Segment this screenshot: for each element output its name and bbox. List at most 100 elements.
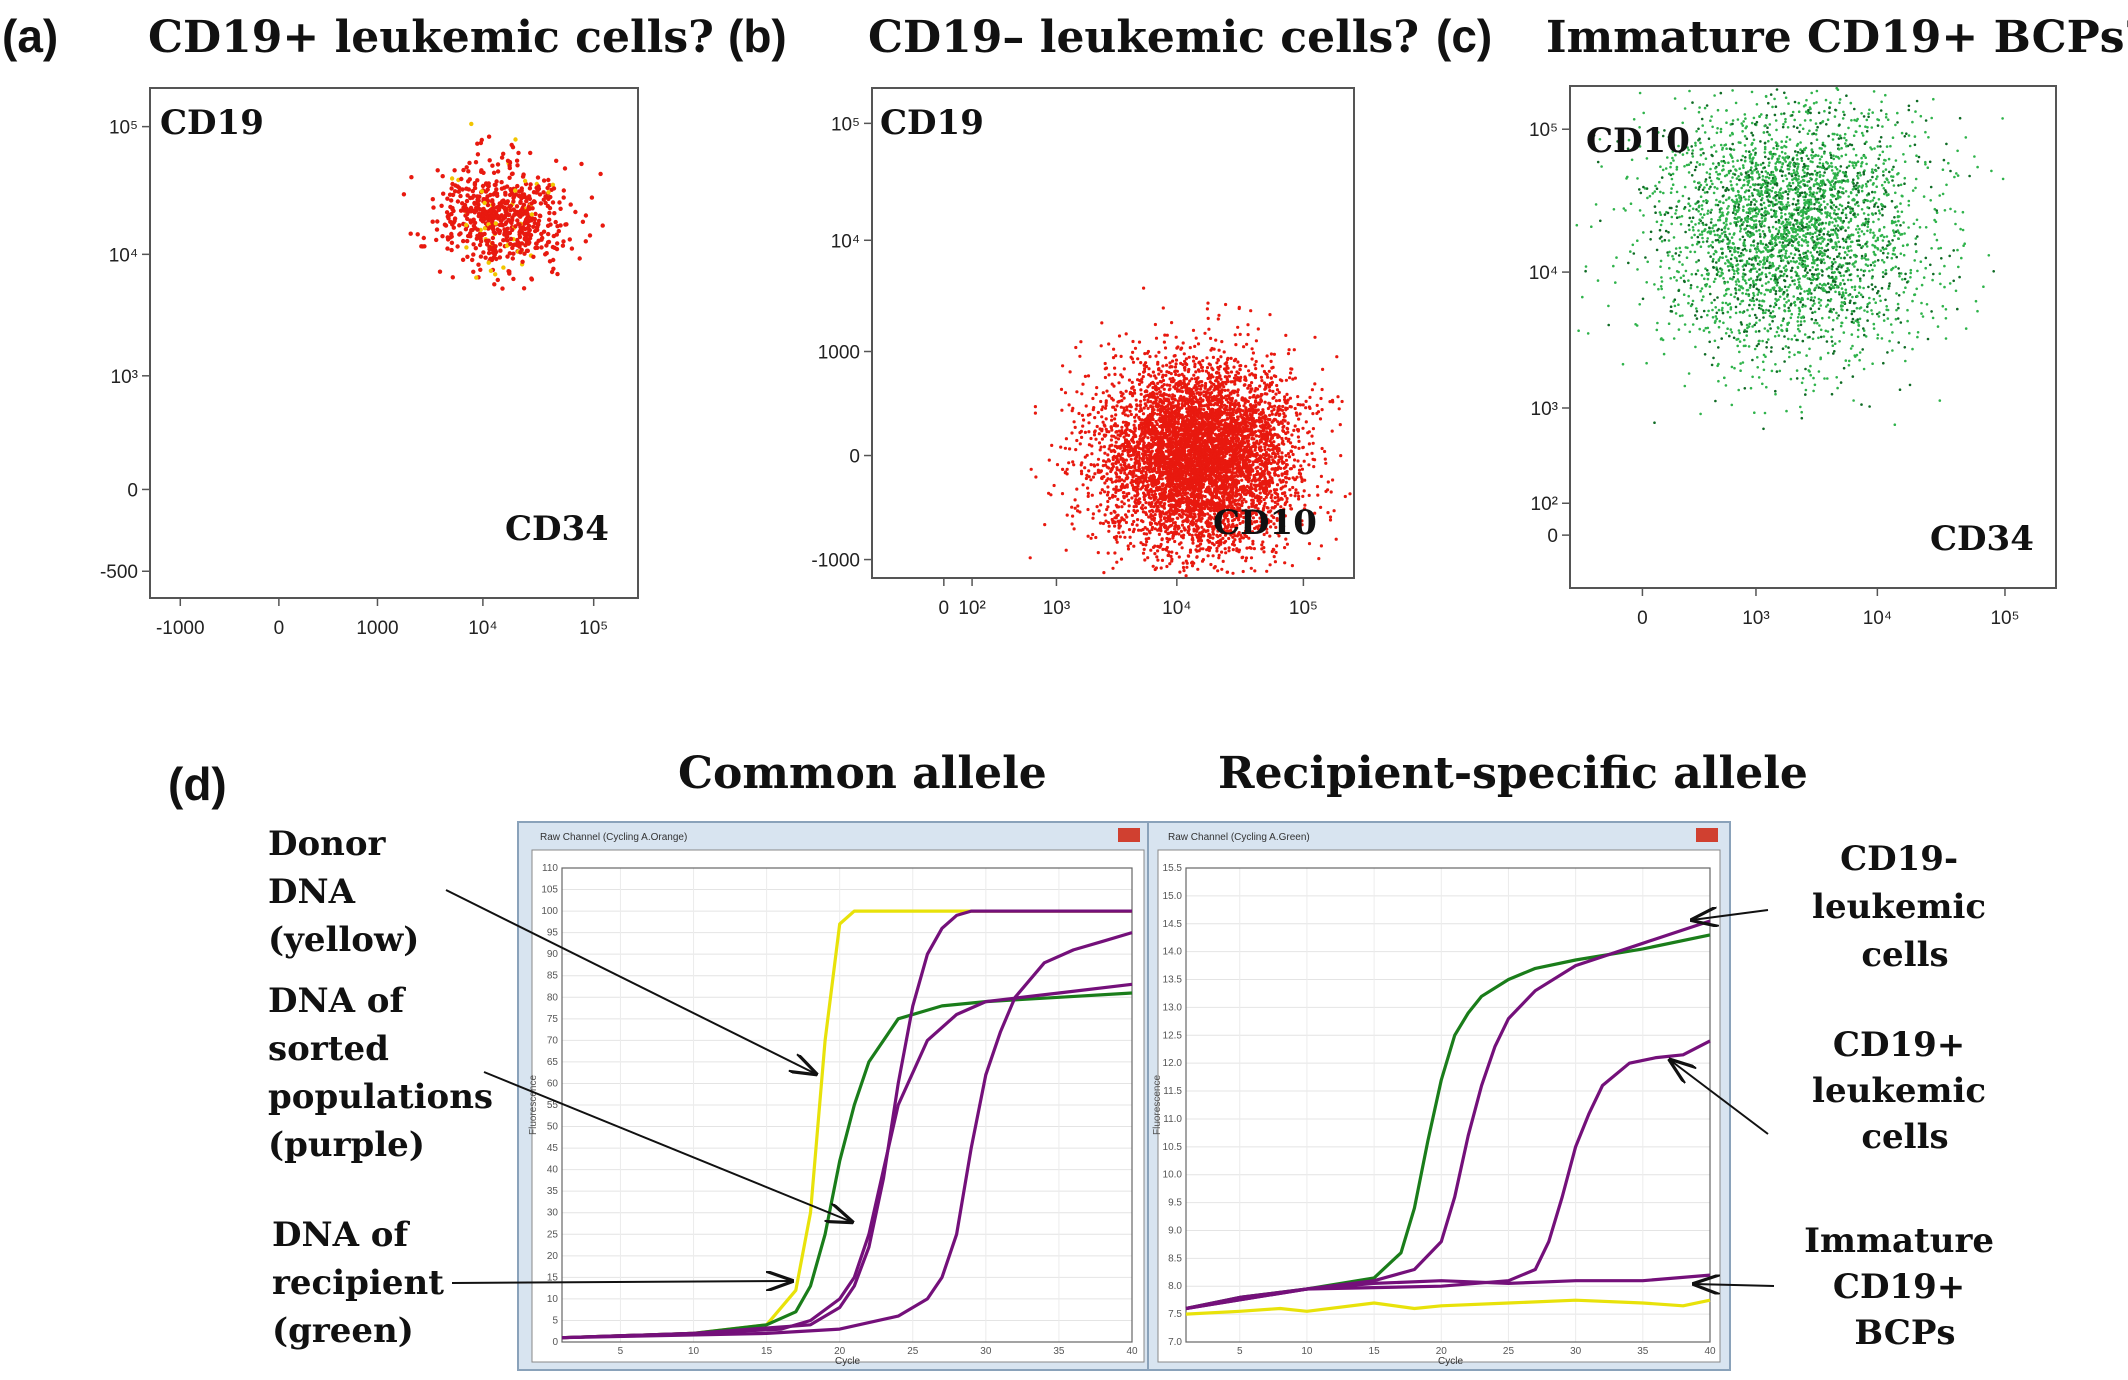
scatter-point [1111, 566, 1115, 570]
scatter-point [1111, 405, 1115, 409]
scatter-point [1268, 313, 1272, 317]
scatter-point [1161, 373, 1165, 377]
scatter-point [1154, 336, 1159, 340]
scatter-point [1135, 403, 1139, 407]
scatter-point [531, 224, 536, 229]
scatter-point [1029, 467, 1033, 471]
scatter-point [488, 268, 494, 273]
scatter-point [1263, 400, 1267, 404]
scatter-point [1234, 373, 1238, 377]
scatter-point [1209, 562, 1213, 567]
scatter-point [486, 250, 492, 256]
scatter-point [1149, 459, 1153, 463]
scatter-point [1316, 493, 1320, 497]
scatter-point [1131, 339, 1135, 344]
scatter-point [561, 239, 566, 244]
scatter-point [1185, 495, 1189, 499]
scatter-point [1192, 359, 1196, 363]
scatter-point [1175, 516, 1179, 520]
scatter-point [1152, 408, 1156, 412]
scatter-point [1097, 509, 1101, 513]
scatter-point [1181, 565, 1186, 570]
scatter-point [1242, 404, 1246, 408]
scatter-point [449, 186, 454, 191]
scatter-point [1070, 522, 1074, 526]
scatter-point [1201, 547, 1205, 551]
scatter-point [513, 224, 518, 229]
scatter-point [1137, 382, 1142, 386]
scatter-point [1081, 382, 1085, 386]
scatter-point [1091, 512, 1095, 516]
scatter-point [1257, 402, 1261, 406]
scatter-point [471, 269, 476, 274]
scatter-point [449, 240, 455, 245]
scatter-point [502, 215, 508, 220]
scatter-point [1151, 370, 1155, 374]
scatter-point [490, 163, 495, 168]
scatter-point [1262, 550, 1266, 554]
scatter-point [457, 232, 462, 237]
scatter-point [1154, 463, 1158, 468]
scatter-point [449, 211, 454, 217]
scatter-point [1319, 474, 1323, 478]
scatter-point [514, 204, 520, 209]
scatter-point [1127, 509, 1131, 513]
scatter-point [488, 209, 493, 215]
scatter-point [478, 236, 483, 241]
scatter-point [1233, 333, 1237, 337]
scatter-point [1276, 492, 1280, 497]
scatter-point [1291, 377, 1295, 381]
scatter-point [435, 168, 440, 173]
scatter-point [1275, 383, 1279, 388]
scatter-point [1059, 445, 1063, 449]
scatter-point [523, 243, 528, 248]
scatter-point [1033, 405, 1037, 409]
scatter-point [1095, 386, 1099, 390]
scatter-point [1113, 516, 1117, 520]
scatter-point [479, 189, 484, 194]
scatter-point [1225, 416, 1230, 420]
scatter-point [1271, 396, 1275, 400]
scatter-point [1274, 550, 1278, 555]
scatter-point [467, 177, 472, 182]
scatter-point [1245, 409, 1249, 413]
scatter-point [1091, 396, 1095, 401]
scatter-point [501, 151, 506, 156]
scatter-point [1170, 512, 1174, 516]
panel-label-d: (d) [168, 758, 227, 810]
scatter-point [513, 137, 518, 142]
scatter-point [1177, 373, 1181, 377]
scatter-point [461, 167, 466, 173]
scatter-point [1087, 475, 1091, 479]
scatter-point [1118, 535, 1122, 539]
scatter-point [1215, 463, 1219, 467]
scatter-point [1192, 373, 1196, 377]
scatter-point [1283, 395, 1287, 399]
scatter-point [1301, 403, 1305, 407]
scatter-point [461, 238, 466, 244]
scatter-point [1146, 490, 1150, 494]
scatter-point [1152, 461, 1156, 465]
scatter-point [483, 210, 488, 216]
scatter-point [1265, 531, 1269, 535]
scatter-point [1153, 374, 1157, 378]
scatter-point [573, 209, 578, 215]
scatter-point [1244, 446, 1249, 450]
scatter-point [1064, 437, 1068, 441]
scatter-point [1290, 564, 1294, 568]
scatter-point [478, 267, 483, 272]
scatter-point [1167, 393, 1171, 397]
scatter-point [501, 265, 506, 270]
scatter-point [1281, 429, 1285, 433]
scatter-point [1276, 502, 1280, 506]
scatter-point [527, 240, 532, 245]
scatter-point [1227, 374, 1231, 378]
scatter-point [458, 208, 464, 213]
scatter-point [1315, 485, 1320, 489]
scatter-point [1170, 550, 1174, 554]
scatter-point [1195, 391, 1199, 395]
scatter-point [486, 134, 492, 139]
scatter-point [468, 231, 473, 236]
scatter-point [1301, 446, 1305, 450]
scatter-point [1132, 505, 1136, 509]
